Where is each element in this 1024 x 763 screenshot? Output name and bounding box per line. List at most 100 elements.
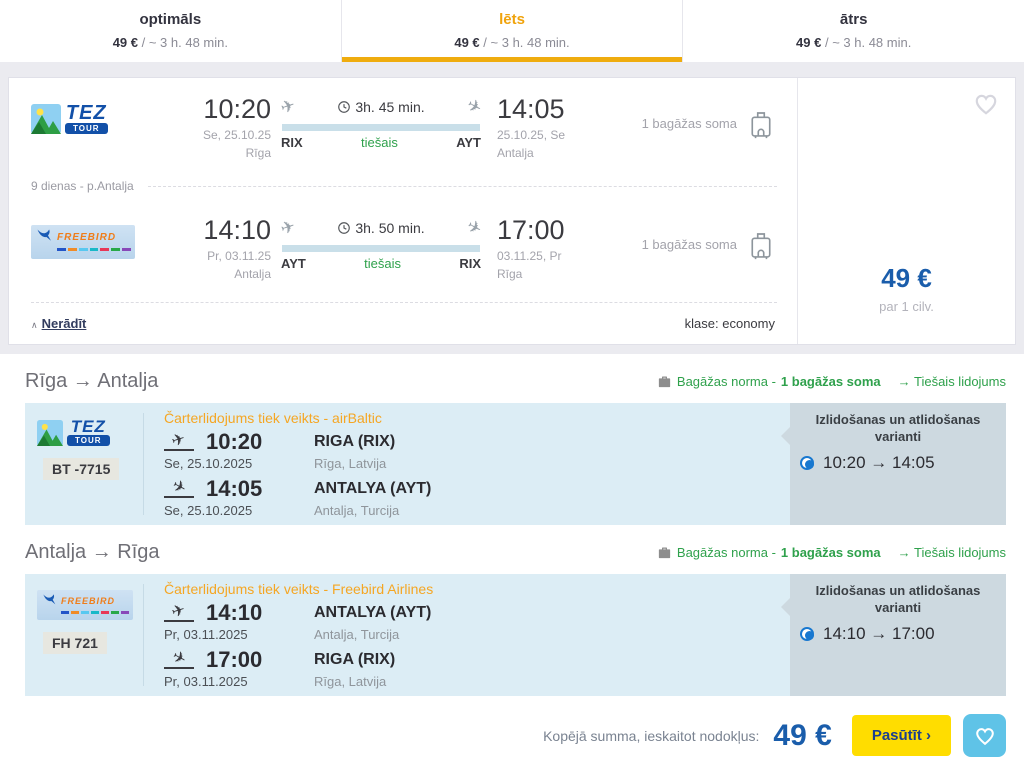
departure-place: Antalja, Turcija: [314, 627, 400, 642]
freebird-logo-text: FREEBIRD: [61, 596, 116, 606]
arrival-date: Se, 25.10.2025: [164, 503, 253, 518]
variant-option[interactable]: 10:20 → 14:05: [800, 453, 996, 473]
departure-airport-code: AYT: [281, 256, 306, 272]
variants-panel: Izlidošanas un atlidošanas varianti 10:2…: [781, 403, 1006, 525]
tab-price: 49 €: [454, 35, 480, 50]
tab-label: optimāls: [139, 11, 202, 28]
freebird-logo-icon: [43, 594, 56, 605]
tab-label: lēts: [499, 11, 525, 28]
favorite-heart-icon[interactable]: [972, 91, 1000, 122]
baggage-info: 1 bagāžas soma: [619, 108, 797, 142]
divider-line: [143, 413, 144, 515]
departure-time: 14:10: [206, 600, 263, 625]
class-note: klase: economy: [684, 316, 775, 331]
clock-icon: [338, 222, 351, 234]
charter-note: Čarterlidojums tiek veikts - Freebird Ai…: [164, 581, 434, 597]
tez-logo-subtext: TOUR: [67, 435, 110, 447]
section-header-return: Antalja → Rīga Bagāžas norma - 1 bagāžas…: [25, 541, 1006, 564]
landing-plane-icon: ✈: [463, 215, 485, 240]
arrival-time: 14:05: [206, 476, 263, 501]
page-top-band: optimāls 49 € / ~ 3 h. 48 min. lēts 49 €…: [0, 0, 1024, 354]
arrival-time: 17:00: [206, 647, 263, 672]
departure-airport: RIGA (RIX): [314, 433, 396, 450]
timeline-bar: [282, 245, 480, 253]
arrival-place: Rīga, Latvija: [314, 674, 387, 689]
section-header-outbound: Rīga → Antalja Bagāžas norma - 1 bagāžas…: [25, 370, 1006, 393]
freebird-logo: FREEBIRD: [37, 590, 133, 620]
arrival-date: Pr, 03.11.2025: [164, 674, 248, 689]
flight-details: Čarterlidojums tiek veikts - Freebird Ai…: [144, 574, 831, 696]
detail-card-outbound: TEZ TOUR BT -7715 Čarterlidojums tiek vei…: [25, 403, 1006, 525]
arrival-city: Rīga: [497, 267, 523, 282]
takeoff-plane-icon: ✈: [164, 601, 194, 622]
variant-times: 14:10 → 17:00: [823, 623, 935, 643]
order-button[interactable]: Pasūtīt ›: [851, 715, 951, 756]
variant-option[interactable]: 14:10 → 17:00: [800, 624, 996, 644]
tez-logo-icon: [31, 104, 61, 134]
hide-link-label: Nerādīt: [41, 316, 87, 331]
tab-duration: / ~ 3 h. 48 min.: [483, 35, 570, 50]
tab-price-duration: 49 € / ~ 3 h. 48 min.: [0, 35, 341, 50]
arrival-date: 25.10.25, Se: [497, 128, 566, 142]
variants-title: Izlidošanas un atlidošanas varianti: [815, 412, 981, 444]
divider-line: [143, 584, 144, 686]
tab-optimals[interactable]: optimāls 49 € / ~ 3 h. 48 min.: [0, 0, 342, 62]
takeoff-plane-icon: ✈: [278, 216, 298, 239]
flight-duration: 3h. 50 min.: [337, 220, 425, 236]
radio-selected-icon[interactable]: [800, 455, 814, 470]
summary-leg-outbound: TEZ TOUR 10:20 Se, 25.10.25 Rīga ✈ 3h. 45…: [9, 78, 797, 173]
tez-tour-logo: TEZ TOUR: [31, 103, 149, 134]
baggage-text: 1 bagāžas soma: [641, 237, 737, 253]
arrival-time: 17:00: [497, 215, 565, 246]
tab-atrs[interactable]: ātrs 49 € / ~ 3 h. 48 min.: [683, 0, 1024, 62]
direct-flight-note: → Tiešais lidojums: [897, 374, 1006, 389]
favorite-button[interactable]: [963, 714, 1006, 757]
carrier-block: FREEBIRD FH 721: [25, 574, 143, 696]
hide-details-link[interactable]: ∧ Nerādīt: [31, 316, 86, 331]
tab-price: 49 €: [112, 35, 138, 50]
baggage-norm-label: Bagāžas norma -: [676, 545, 776, 560]
freebird-logo-stripes: [57, 248, 132, 252]
arrival-city: Antalja: [497, 146, 534, 160]
departure-date: Pr, 03.11.2025: [164, 627, 248, 642]
departure-place: Rīga, Latvija: [314, 456, 387, 471]
freebird-logo-stripes: [61, 611, 129, 614]
baggage-norm-value: 1 bagāžas soma: [780, 374, 881, 389]
departure-date: Pr, 03.11.25: [207, 249, 271, 264]
baggage-norm-value: 1 bagāžas soma: [780, 545, 881, 560]
summary-leg-return: FREEBIRD 14:10 Pr, 03.11.25 Antalja ✈: [9, 199, 797, 294]
charter-note: Čarterlidojums tiek veikts - airBaltic: [164, 410, 382, 426]
direct-flight-note: → Tiešais lidojums: [897, 545, 1006, 560]
arrival-place: Antalja, Turcija: [314, 503, 400, 518]
landing-plane-icon: ✈: [164, 648, 194, 669]
tez-logo-icon: [37, 419, 63, 446]
summary-price: 49 €: [881, 263, 932, 293]
takeoff-plane-icon: ✈: [278, 95, 298, 118]
takeoff-plane-icon: ✈: [164, 430, 194, 451]
departure-date: Se, 25.10.2025: [164, 456, 253, 471]
baggage-text: 1 bagāžas soma: [641, 116, 737, 131]
baggage-norm-line: Bagāžas norma - 1 bagāžas soma → Tiešais…: [657, 374, 1006, 389]
briefcase-icon: [658, 376, 671, 388]
departure-time: 14:10: [203, 215, 271, 246]
total-label: Kopējā summa, ieskaitot nodokļus:: [543, 727, 760, 744]
tab-lets-active[interactable]: lēts 49 € / ~ 3 h. 48 min.: [341, 0, 684, 62]
panel-notch: [781, 427, 790, 445]
departure-time: 10:20: [203, 94, 271, 124]
freebird-logo: FREEBIRD: [31, 225, 149, 260]
variants-title: Izlidošanas un atlidošanas varianti: [815, 583, 981, 615]
arrival-info: 17:00 03.11.25, Pr Rīga: [489, 215, 619, 282]
panel-notch: [781, 598, 790, 616]
radio-selected-icon[interactable]: [800, 626, 814, 641]
baggage-norm-label: Bagāžas norma -: [676, 374, 776, 389]
stay-note-divider: 9 dienas - p.Antalja: [9, 173, 797, 199]
luggage-icon: [751, 112, 771, 139]
freebird-logo-text: FREEBIRD: [57, 231, 117, 243]
briefcase-icon: [658, 547, 671, 559]
landing-plane-icon: ✈: [164, 477, 194, 498]
carrier-block: TEZ TOUR BT -7715: [25, 403, 143, 525]
per-person-label: par 1 cilv.: [879, 299, 934, 314]
tez-logo-subtext: TOUR: [65, 123, 108, 134]
heart-icon: [975, 727, 994, 745]
tez-logo-text: TEZ: [70, 417, 106, 436]
